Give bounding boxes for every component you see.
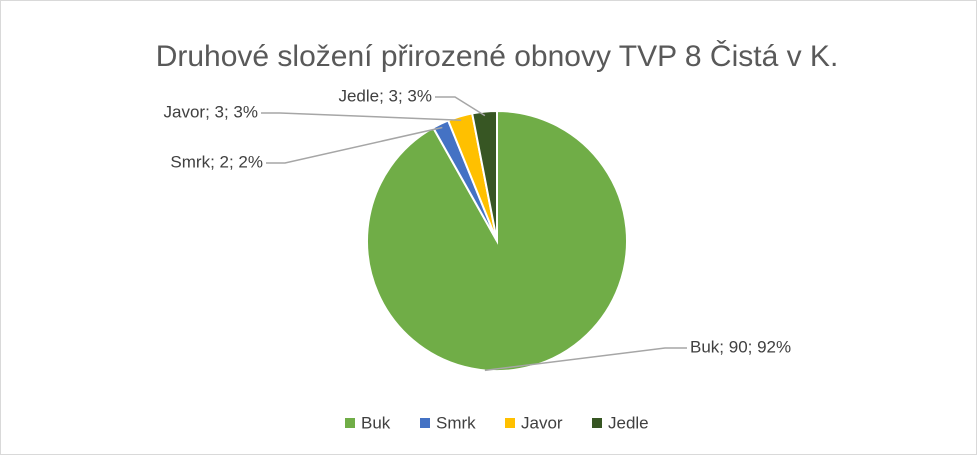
leader-line (266, 126, 443, 164)
chart-title: Druhové složení přirozené obnovy TVP 8 Č… (156, 39, 839, 73)
data-label: Smrk; 2; 2% (170, 152, 263, 171)
legend-label: Javor (521, 413, 563, 432)
legend-swatch (505, 418, 515, 428)
leader-line (484, 347, 687, 372)
data-label: Buk; 90; 92% (690, 337, 791, 356)
pie-slice (470, 109, 498, 242)
legend-label: Smrk (436, 413, 476, 432)
leader-line (261, 112, 462, 121)
legend-swatch (345, 418, 355, 428)
data-label: Jedle; 3; 3% (338, 86, 432, 105)
legend-swatch (420, 418, 430, 428)
legend-label: Jedle (608, 413, 649, 432)
data-label: Javor; 3; 3% (164, 102, 259, 121)
legend-label: Buk (361, 413, 391, 432)
leader-line (435, 96, 486, 117)
legend-swatch (592, 418, 602, 428)
